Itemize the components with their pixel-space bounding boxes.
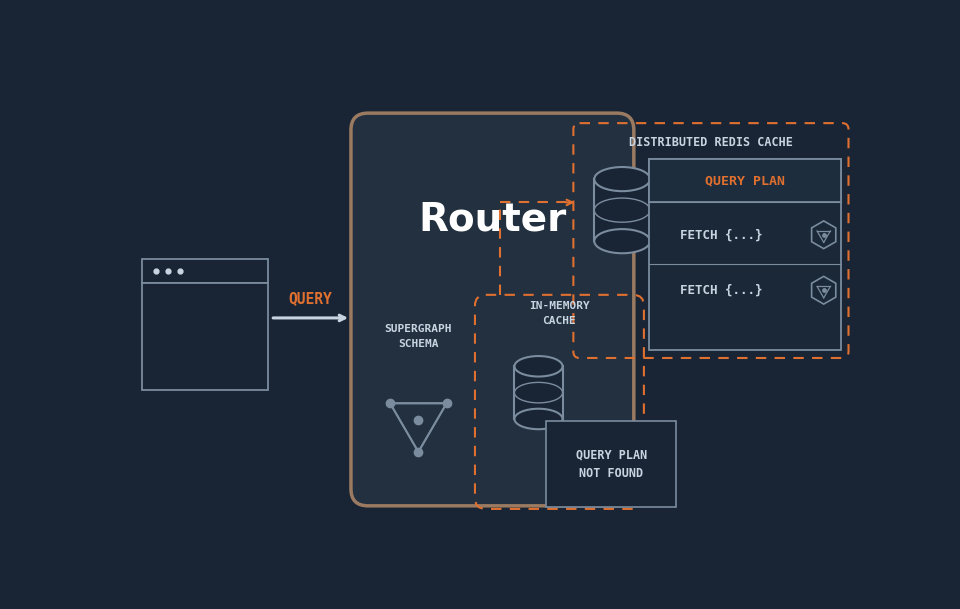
Ellipse shape: [594, 167, 650, 191]
Ellipse shape: [594, 229, 650, 253]
Text: QUERY: QUERY: [289, 290, 332, 306]
Bar: [142, 283, 268, 390]
Text: FETCH {...}: FETCH {...}: [680, 228, 762, 241]
Bar: [546, 421, 677, 507]
Bar: [649, 160, 841, 350]
Text: DISTRIBUTED REDIS CACHE: DISTRIBUTED REDIS CACHE: [629, 136, 793, 149]
Text: SUPERGRAPH
SCHEMA: SUPERGRAPH SCHEMA: [385, 324, 452, 349]
Ellipse shape: [515, 356, 563, 376]
Polygon shape: [811, 221, 836, 248]
Bar: [142, 259, 268, 283]
Text: IN-MEMORY
CACHE: IN-MEMORY CACHE: [529, 301, 589, 326]
Bar: [649, 160, 841, 202]
Bar: [515, 366, 563, 419]
Text: FETCH {...}: FETCH {...}: [680, 284, 762, 297]
Polygon shape: [811, 276, 836, 304]
Ellipse shape: [594, 198, 650, 222]
Text: QUERY PLAN
NOT FOUND: QUERY PLAN NOT FOUND: [576, 448, 647, 481]
Text: Router: Router: [418, 200, 566, 238]
Ellipse shape: [515, 382, 563, 403]
Ellipse shape: [515, 409, 563, 429]
FancyBboxPatch shape: [351, 113, 634, 506]
Text: QUERY PLAN: QUERY PLAN: [705, 174, 784, 188]
Bar: [594, 179, 650, 241]
